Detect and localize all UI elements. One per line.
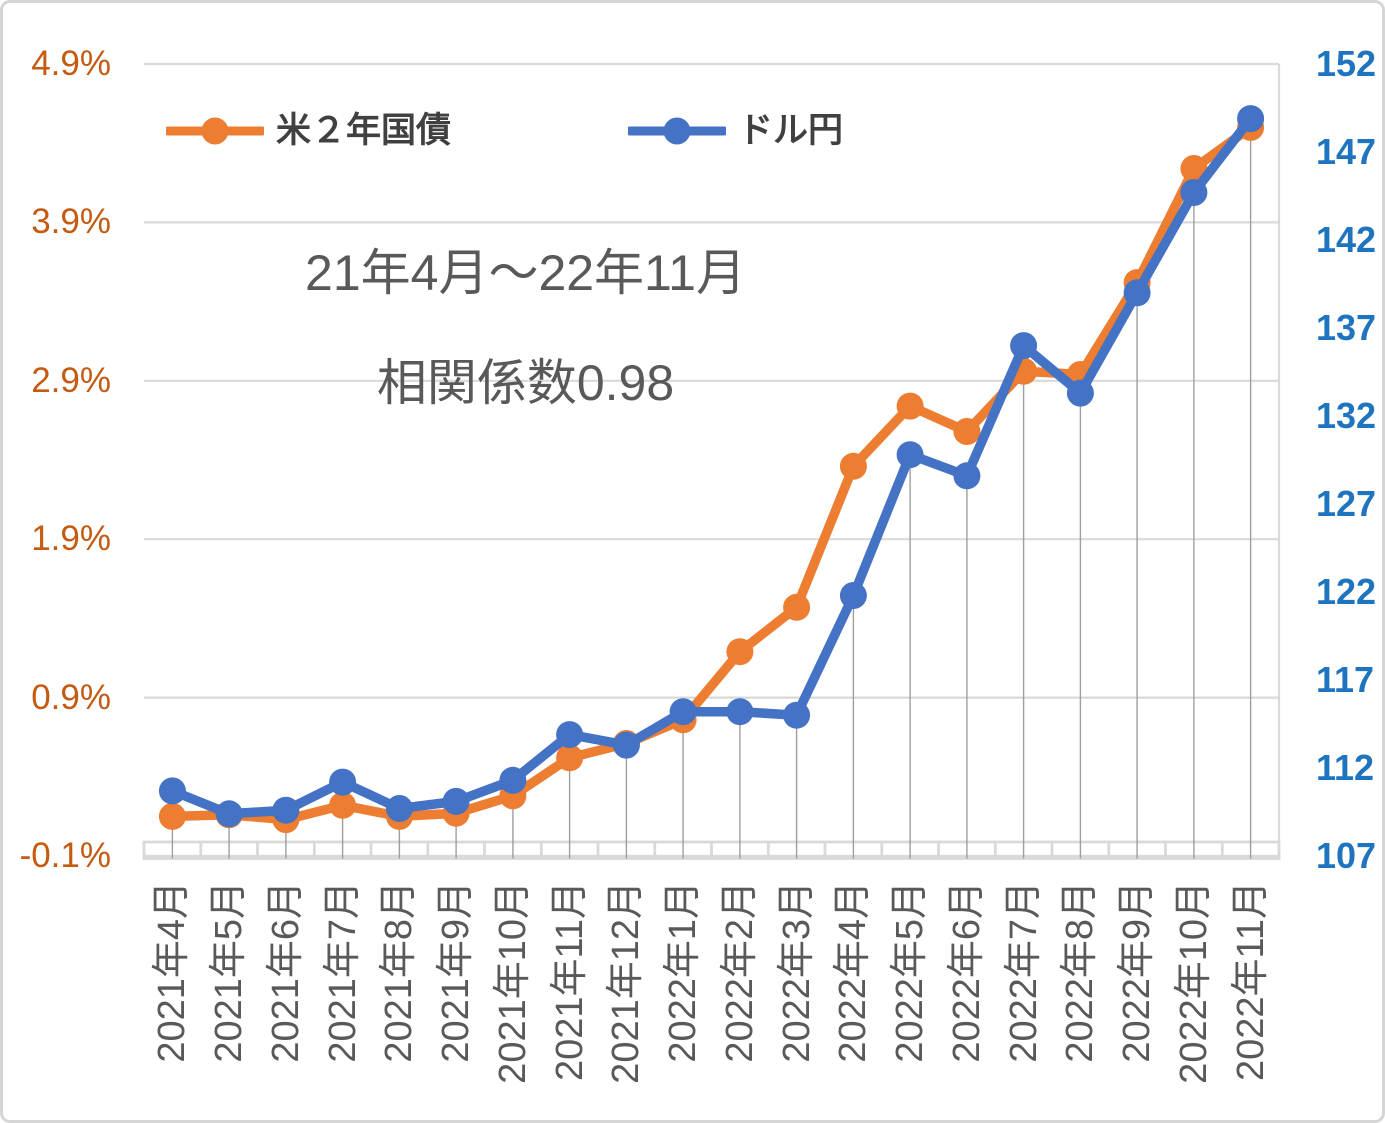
x-axis-month-label: 2022年5月	[889, 881, 932, 1063]
chart-annotation-correlation: 相関係数0.98	[376, 355, 675, 411]
right-axis-tick-label: 122	[1316, 571, 1377, 612]
x-axis-month-label: 2022年7月	[1002, 881, 1045, 1063]
x-axis-month-label: 2021年9月	[435, 881, 478, 1063]
data-point-marker	[839, 582, 867, 609]
x-axis-month-label: 2021年5月	[208, 881, 251, 1063]
x-axis-month-label: 2021年8月	[378, 881, 421, 1063]
left-axis-tick-label: 3.9%	[31, 202, 111, 242]
data-point-marker	[612, 731, 640, 759]
x-axis-month-label: 2021年12月	[605, 881, 648, 1084]
x-axis-month-label: 2022年11月	[1229, 881, 1272, 1081]
data-point-marker	[1180, 155, 1208, 182]
right-axis-tick-label: 137	[1316, 307, 1377, 348]
left-axis-tick-label: 2.9%	[31, 360, 111, 400]
x-axis-month-label: 2022年4月	[832, 881, 875, 1063]
right-axis-tick-label: 147	[1316, 131, 1377, 172]
data-point-marker	[1066, 379, 1094, 407]
data-point-marker	[783, 701, 811, 729]
data-point-marker	[1010, 332, 1038, 360]
data-point-marker	[556, 721, 584, 749]
plot-canvas	[142, 62, 1281, 860]
x-axis-month-label: 2022年6月	[945, 881, 988, 1063]
x-axis-month-label: 2022年3月	[775, 881, 818, 1063]
x-axis-month-label: 2022年8月	[1059, 881, 1102, 1063]
left-axis-tick-label: 0.9%	[31, 677, 111, 717]
left-axis-tick-label: -0.1%	[19, 836, 111, 875]
legend-item-us-2y-bond: 米２年国債	[166, 109, 451, 153]
data-point-marker	[896, 392, 924, 420]
right-axis-tick-label: 112	[1316, 747, 1375, 788]
data-point-marker	[215, 800, 243, 828]
legend-label-usd-jpy: ドル円	[738, 111, 844, 150]
x-axis-month-label: 2021年4月	[151, 881, 194, 1063]
x-axis-month-label: 2022年2月	[718, 881, 761, 1063]
data-point-marker	[556, 744, 584, 772]
chart-annotation-period: 21年4月～22年11月	[305, 245, 746, 301]
legend-line-marker-icon	[166, 117, 264, 145]
legend-item-usd-jpy: ドル円	[628, 109, 843, 153]
data-point-marker	[158, 777, 186, 805]
data-point-marker	[896, 441, 924, 469]
right-axis-tick-label: 132	[1316, 395, 1377, 436]
x-axis-month-label: 2021年11月	[548, 881, 591, 1081]
right-axis-tick-label: 107	[1316, 835, 1377, 876]
data-point-marker	[839, 452, 867, 480]
x-axis-month-label: 2022年9月	[1116, 881, 1159, 1063]
left-axis-tick-label: 4.9%	[31, 44, 111, 83]
x-axis-month-label: 2021年7月	[321, 881, 364, 1063]
data-point-marker	[953, 462, 981, 490]
data-point-marker	[329, 791, 357, 819]
x-axis-month-label: 2021年6月	[264, 881, 307, 1063]
data-point-marker	[272, 796, 300, 824]
data-point-marker	[442, 787, 470, 815]
legend-line-marker-icon	[628, 117, 726, 145]
data-point-marker	[1123, 279, 1151, 307]
x-axis-month-label: 2022年1月	[662, 881, 705, 1063]
data-point-marker	[953, 418, 981, 445]
data-point-marker	[726, 698, 754, 726]
data-point-marker	[783, 593, 811, 621]
x-axis-month-label: 2021年10月	[491, 881, 534, 1084]
x-axis-month-label: 2022年10月	[1172, 881, 1215, 1084]
right-axis-tick-label: 142	[1316, 219, 1377, 260]
data-point-marker	[158, 802, 186, 830]
data-point-marker	[499, 766, 527, 794]
data-point-marker	[726, 638, 754, 666]
data-point-marker	[385, 795, 413, 822]
right-axis-tick-label: 117	[1316, 659, 1375, 700]
left-axis-tick-label: 1.9%	[31, 519, 111, 559]
data-point-marker	[1237, 105, 1265, 133]
data-point-marker	[669, 698, 697, 726]
data-point-marker	[1180, 179, 1208, 206]
legend-label-us-2y-bond: 米２年国債	[276, 111, 452, 150]
data-point-marker	[329, 768, 357, 796]
right-axis-tick-label: 127	[1316, 483, 1377, 524]
right-axis-tick-label: 152	[1316, 43, 1377, 84]
